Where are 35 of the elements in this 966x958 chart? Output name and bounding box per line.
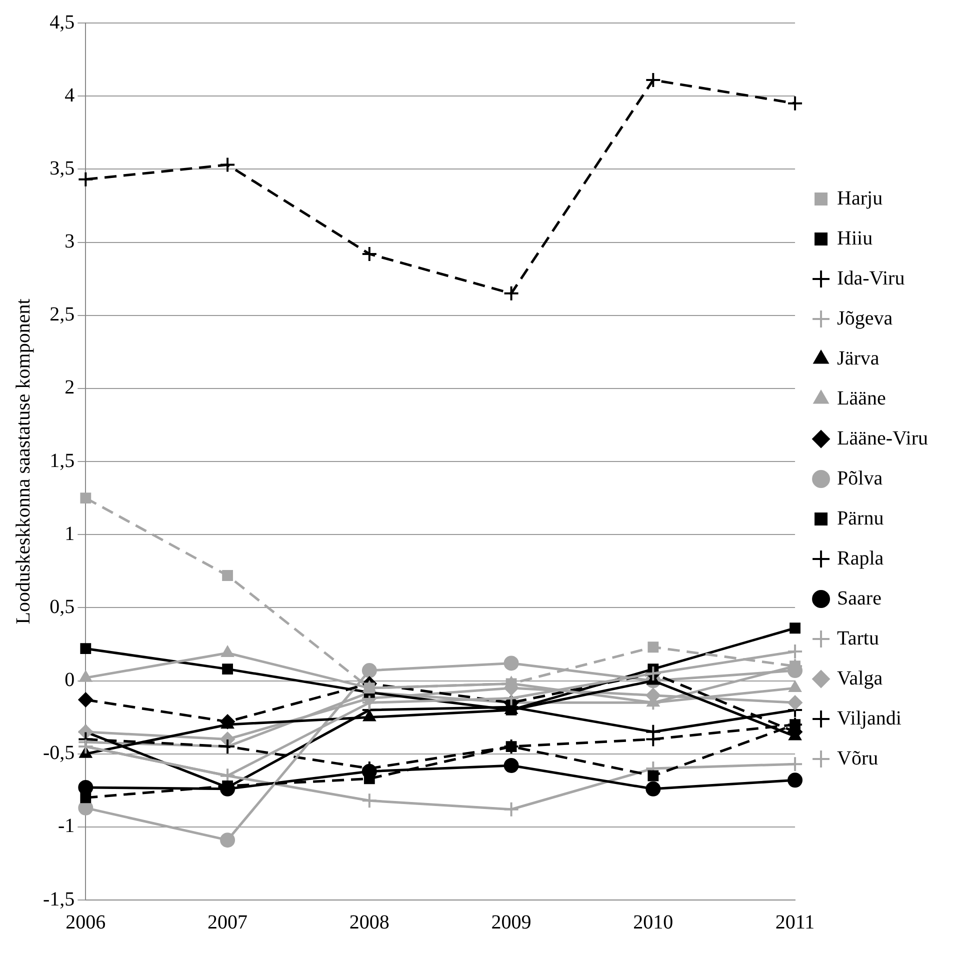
legend-label: Ida-Viru: [837, 267, 905, 290]
x-tick-label: 2009: [491, 911, 532, 934]
y-tick-label: -0,5: [42, 742, 75, 764]
y-tick-label: 4: [64, 84, 75, 106]
x-tick-label: 2008: [349, 911, 390, 934]
y-tick-label: 0: [64, 669, 75, 691]
y-tick-label: 3,5: [50, 157, 75, 180]
y-tick-label: 4,5: [50, 11, 75, 34]
y-tick-label: -1,5: [42, 888, 75, 910]
legend-label: Saare: [837, 587, 882, 610]
x-tick-label: 2010: [633, 911, 674, 934]
legend-label: Harju: [837, 187, 883, 210]
legend-label: Viljandi: [837, 707, 902, 730]
y-tick-label: 2,5: [50, 304, 75, 326]
legend-label: Järva: [837, 347, 880, 370]
y-axis-title: Looduskeskkonna saastatuse komponent: [12, 298, 34, 624]
legend-label: Rapla: [837, 547, 884, 570]
legend-label: Lääne: [837, 387, 886, 410]
x-tick-label: 2006: [66, 911, 106, 934]
y-tick-label: 3: [64, 230, 75, 252]
legend-label: Võru: [837, 747, 878, 770]
legend-label: Jõgeva: [837, 307, 893, 330]
legend-label: Valga: [837, 667, 883, 690]
x-tick-label: 2007: [208, 911, 248, 934]
y-tick-label: -1: [58, 815, 75, 838]
y-tick-label: 2: [64, 376, 75, 399]
y-tick-label: 1: [64, 522, 75, 545]
legend-label: Põlva: [837, 467, 883, 490]
legend-label: Hiiu: [837, 227, 873, 250]
x-tick-label: 2011: [775, 911, 815, 934]
legend-label: Pärnu: [837, 507, 884, 530]
y-tick-label: 1,5: [50, 450, 75, 472]
y-tick-label: 0,5: [50, 596, 75, 618]
legend-label: Lääne-Viru: [837, 427, 928, 450]
legend-label: Tartu: [837, 627, 879, 650]
